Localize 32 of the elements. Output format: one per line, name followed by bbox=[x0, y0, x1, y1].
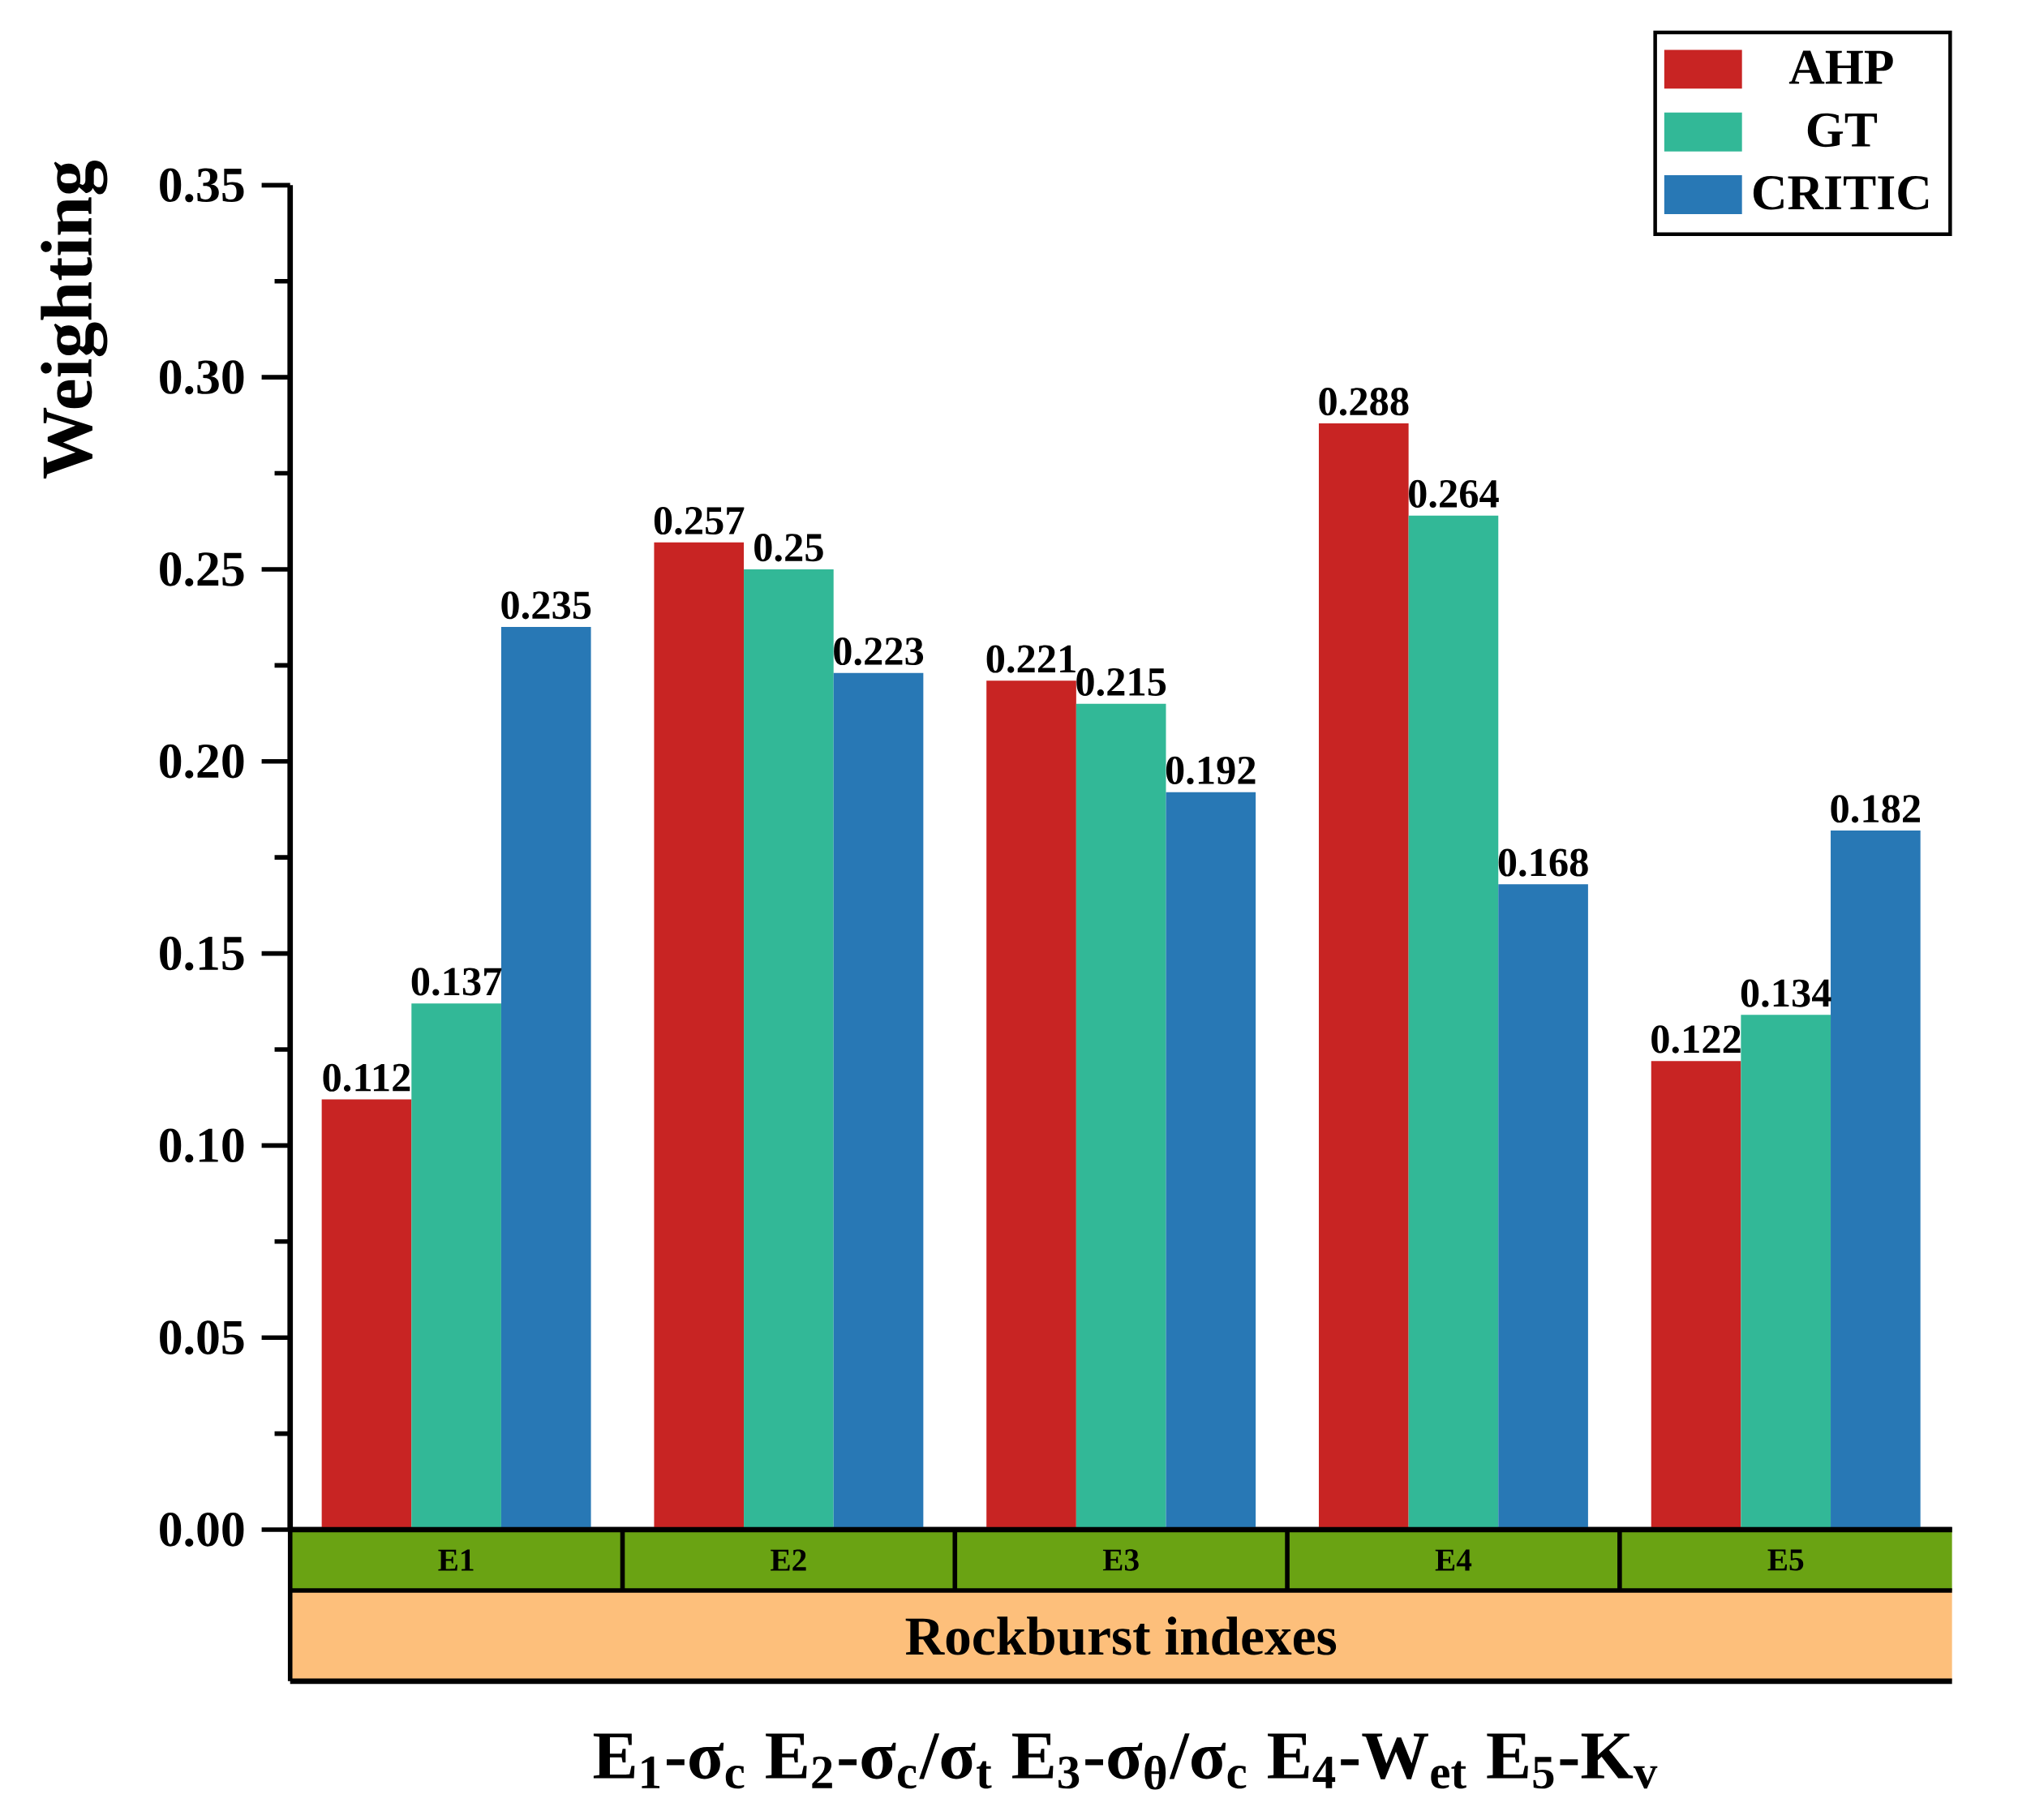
y-tick-label: 0.20 bbox=[160, 744, 244, 779]
data-label: 0.223 bbox=[834, 637, 924, 666]
x-tick-label: E1 bbox=[438, 1549, 474, 1571]
x-tick-label: E4 bbox=[1435, 1549, 1472, 1571]
data-label: 0.257 bbox=[654, 507, 745, 535]
y-axis-title: Weighting bbox=[41, 161, 108, 479]
x-axis-title: Rockburst indexes bbox=[905, 1616, 1337, 1655]
data-label: 0.182 bbox=[1831, 795, 1920, 823]
data-label: 0.122 bbox=[1651, 1025, 1741, 1054]
x-tick-label: E2 bbox=[771, 1549, 806, 1571]
y-tick-label: 0.25 bbox=[160, 552, 244, 587]
data-label: 0.235 bbox=[501, 591, 591, 620]
y-tick-label: 0.15 bbox=[160, 936, 244, 971]
y-tick-label: 0.00 bbox=[160, 1513, 244, 1547]
data-label: 0.168 bbox=[1498, 848, 1588, 877]
legend-label: AHP bbox=[1788, 50, 1893, 84]
y-tick-label: 0.30 bbox=[160, 360, 244, 395]
data-label: 0.288 bbox=[1319, 388, 1409, 416]
data-label: 0.264 bbox=[1409, 479, 1499, 509]
data-label: 0.215 bbox=[1076, 667, 1166, 697]
x-tick-label: E5 bbox=[1767, 1549, 1804, 1571]
x-tick-label: E3 bbox=[1102, 1549, 1139, 1571]
data-label: 0.221 bbox=[986, 645, 1076, 673]
y-tick-label: 0.35 bbox=[160, 168, 244, 203]
legend-label: GT bbox=[1807, 113, 1878, 148]
y-tick-label: 0.05 bbox=[160, 1320, 244, 1355]
legend-label: CRITIC bbox=[1753, 176, 1929, 210]
data-label: 0.25 bbox=[754, 534, 823, 562]
data-label: 0.192 bbox=[1166, 756, 1256, 785]
y-tick-label: 0.10 bbox=[160, 1128, 244, 1163]
text: E$_{1}$-σ$_{c}$ E$_{2}$-σ$_{c}$/σ$_{t}$ E$_{3}$-σ$_{θ}$/σ$_{c}$ E$_{4}$-W$_{et}$ E$_{5}$-K$_{v}$ bbox=[593, 1733, 1658, 1790]
data-label: 0.112 bbox=[323, 1063, 410, 1092]
